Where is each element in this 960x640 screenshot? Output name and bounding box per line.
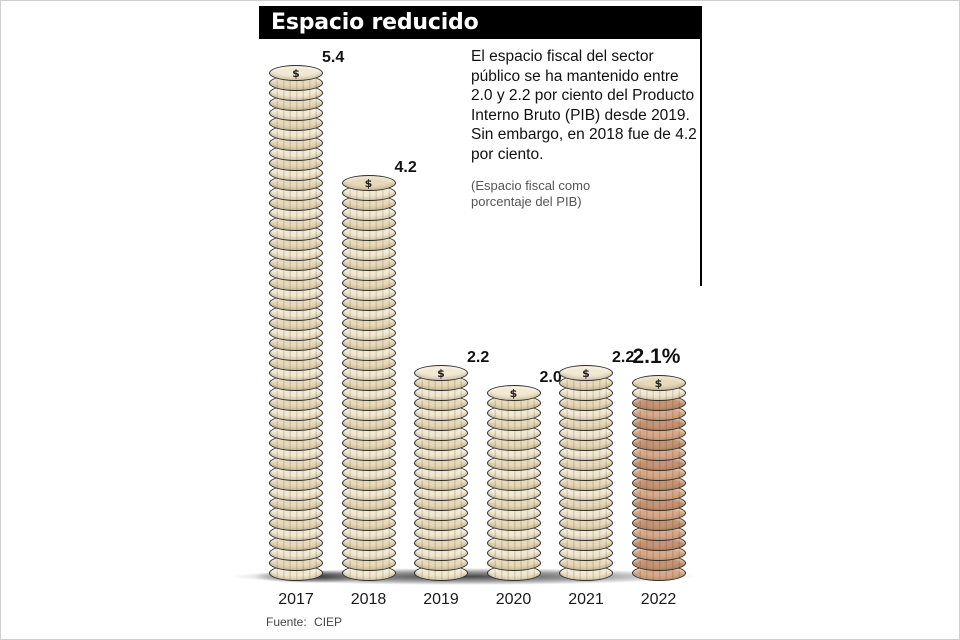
value-label-2019: 2.2	[467, 349, 490, 366]
coin-stack-2018: $	[341, 175, 396, 581]
coin-top: $	[341, 175, 396, 191]
value-label-2017: 5.4	[322, 49, 345, 66]
value-label-2022: 2.1%	[632, 345, 681, 368]
coin-top: $	[486, 385, 541, 401]
peso-symbol-icon: $	[364, 176, 373, 190]
coin-stack-2019: $	[414, 365, 468, 581]
value-label-2018: 4.2	[394, 159, 417, 176]
x-axis-label-2020: 2020	[495, 591, 532, 608]
coin-top: $	[559, 365, 613, 381]
x-axis-label-2022: 2022	[640, 591, 677, 608]
peso-symbol-icon: $	[292, 66, 300, 80]
coin-stack-2017: $	[269, 65, 323, 581]
x-axis-label-2021: 2021	[568, 591, 604, 608]
x-axis-label-2018: 2018	[350, 591, 387, 608]
source-line: Fuente: CIEP	[266, 615, 342, 629]
coin-stack-2020: $	[486, 385, 541, 581]
coin-top: $	[631, 375, 686, 391]
source-value: CIEP	[314, 615, 343, 629]
description-block: El espacio fiscal del sector público se …	[471, 47, 699, 210]
coin-stack-2021: $	[559, 365, 613, 581]
peso-symbol-icon: $	[654, 376, 663, 390]
coin-top: $	[269, 65, 323, 81]
vertical-rule	[700, 6, 702, 286]
description-text: El espacio fiscal del sector público se …	[471, 48, 697, 163]
source-label: Fuente:	[266, 615, 307, 629]
coin-top: $	[414, 365, 468, 381]
coin-stack-chart: $5.4 2017 $4.2 2018 $2.2 2019 $2.0 2020 $2.2 2021…	[231, 41, 716, 639]
peso-symbol-icon: $	[582, 366, 590, 380]
x-axis-label-2019: 2019	[423, 591, 459, 608]
coin-stack-2022: $	[631, 375, 686, 581]
value-label-2020: 2.0	[539, 369, 562, 386]
value-label-2021: 2.2	[612, 349, 635, 366]
x-axis-label-2017: 2017	[278, 591, 314, 608]
title-bar: Espacio reducido	[259, 6, 702, 39]
axis-note: (Espacio fiscal como porcentaje del PIB)	[471, 178, 591, 209]
peso-symbol-icon: $	[437, 366, 445, 380]
page-title: Espacio reducido	[271, 10, 479, 35]
peso-symbol-icon: $	[509, 386, 518, 400]
